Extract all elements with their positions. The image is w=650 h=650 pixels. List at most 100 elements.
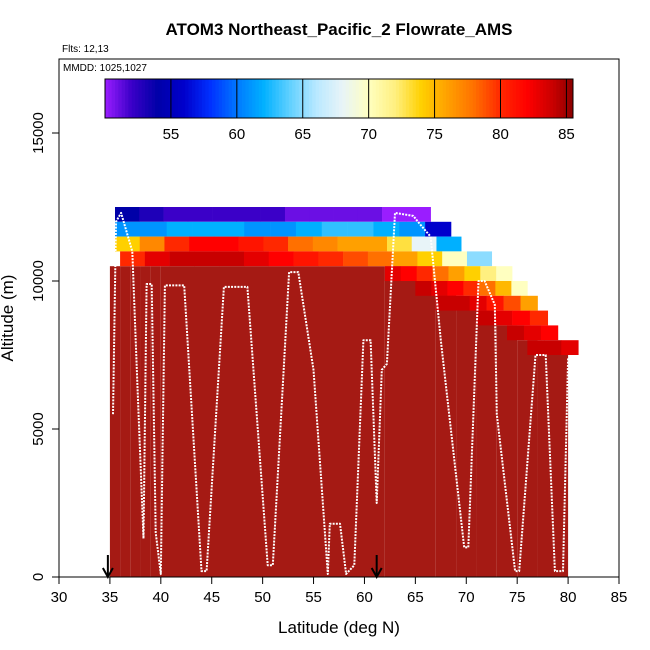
- heat-cell: [523, 325, 542, 341]
- heat-column: [496, 325, 518, 577]
- heat-column: [537, 355, 569, 577]
- heat-cell: [343, 251, 369, 267]
- heat-cell: [238, 236, 264, 252]
- heat-column: [476, 310, 497, 577]
- heat-cell: [400, 266, 417, 281]
- x-tick-label: 35: [102, 589, 119, 606]
- heat-cell: [476, 310, 495, 326]
- heat-cell: [442, 251, 468, 267]
- heat-cell: [244, 221, 271, 237]
- heat-cell: [270, 221, 297, 237]
- x-tick-label: 40: [152, 589, 169, 606]
- heat-cell: [187, 207, 213, 222]
- heat-cell: [169, 251, 195, 267]
- heat-cell: [144, 251, 170, 267]
- heat-cell: [194, 251, 220, 267]
- x-tick-label: 50: [254, 589, 271, 606]
- heatmap-layer: [109, 207, 579, 577]
- heat-cell: [480, 266, 497, 281]
- heat-cell: [312, 236, 338, 252]
- colorbar: [104, 78, 574, 119]
- heat-cell: [435, 295, 453, 311]
- x-tick-label: 85: [611, 589, 628, 606]
- x-tick-label: 30: [51, 589, 68, 606]
- heat-cell: [448, 266, 465, 281]
- x-tick-label: 75: [509, 589, 526, 606]
- heat-cell: [466, 251, 493, 267]
- colorbar-tick-label: 85: [558, 126, 575, 143]
- colorbar-tick-label: 70: [360, 126, 377, 143]
- colorbar-tick-label: 75: [426, 126, 443, 143]
- heat-cell: [367, 251, 393, 267]
- colorbar-tick-label: 80: [492, 126, 509, 143]
- heat-cell: [219, 251, 245, 267]
- heat-cell: [164, 236, 190, 252]
- heat-cell: [293, 251, 319, 267]
- dates-label: MMDD: 1025,1027: [63, 63, 147, 74]
- heat-cell: [295, 221, 323, 237]
- heat-cell: [309, 207, 334, 222]
- heat-cell: [260, 207, 286, 222]
- heat-cell: [189, 236, 215, 252]
- heat-cell: [415, 281, 432, 296]
- x-tick-label: 45: [203, 589, 220, 606]
- heat-cell: [447, 281, 464, 296]
- heat-cell: [139, 236, 165, 252]
- heat-cell: [512, 310, 531, 326]
- heat-cell: [479, 281, 496, 296]
- heat-cell: [436, 236, 462, 252]
- heat-cell: [520, 295, 538, 311]
- heat-cell: [416, 266, 433, 281]
- heat-cell: [321, 221, 348, 237]
- x-tick-label: 55: [305, 589, 322, 606]
- heat-cell: [357, 207, 383, 222]
- heat-cell: [362, 236, 388, 252]
- heat-cell: [212, 207, 237, 222]
- heat-cell: [431, 281, 448, 296]
- heat-cell: [163, 207, 189, 222]
- heat-cell: [496, 266, 513, 281]
- heat-cell: [452, 295, 470, 311]
- heat-cell: [425, 221, 452, 237]
- x-tick-label: 65: [407, 589, 424, 606]
- y-tick-label: 5000: [30, 412, 47, 445]
- colorbar-tick-label: 60: [228, 126, 245, 143]
- heat-cell: [384, 266, 402, 281]
- heat-cell: [115, 207, 140, 222]
- x-axis: 30 35 40 45 50 55 60 65 70 75 80 85: [51, 576, 628, 606]
- colorbar-tick-label: 55: [163, 126, 180, 143]
- heat-cell: [511, 281, 528, 296]
- y-tick-label: 0: [30, 573, 47, 581]
- heat-cell: [392, 251, 418, 267]
- heat-cell: [347, 221, 374, 237]
- heat-cell: [399, 221, 426, 237]
- heat-cell: [540, 325, 559, 341]
- heat-cell: [561, 340, 579, 355]
- x-tick-label: 70: [458, 589, 475, 606]
- y-axis: 0 5000 10000 15000: [30, 112, 59, 581]
- heat-cell: [463, 281, 480, 296]
- heat-cell: [494, 310, 513, 326]
- heat-cell: [268, 251, 294, 267]
- y-axis-label: Altitude (m): [0, 275, 17, 362]
- x-tick-label: 60: [356, 589, 373, 606]
- heat-cell: [243, 251, 270, 267]
- heat-cell: [140, 221, 167, 237]
- heat-cell: [192, 221, 219, 237]
- flight-track: [112, 211, 570, 575]
- heat-cell: [139, 207, 164, 222]
- y-tick-label: 15000: [30, 112, 47, 154]
- heat-column: [120, 266, 131, 577]
- x-tick-label: 80: [560, 589, 577, 606]
- colorbar-frame: [104, 78, 574, 119]
- heat-cell: [503, 295, 521, 311]
- heat-cell: [387, 236, 413, 252]
- heat-cell: [284, 207, 310, 222]
- colorbar-ticks: 55 60 65 70 75 80 85: [163, 79, 575, 143]
- heat-cell: [318, 251, 344, 267]
- heat-column: [109, 266, 121, 577]
- heat-cell: [213, 236, 239, 252]
- heat-column: [160, 266, 385, 577]
- heat-cell: [527, 340, 545, 355]
- heat-cell: [337, 236, 363, 252]
